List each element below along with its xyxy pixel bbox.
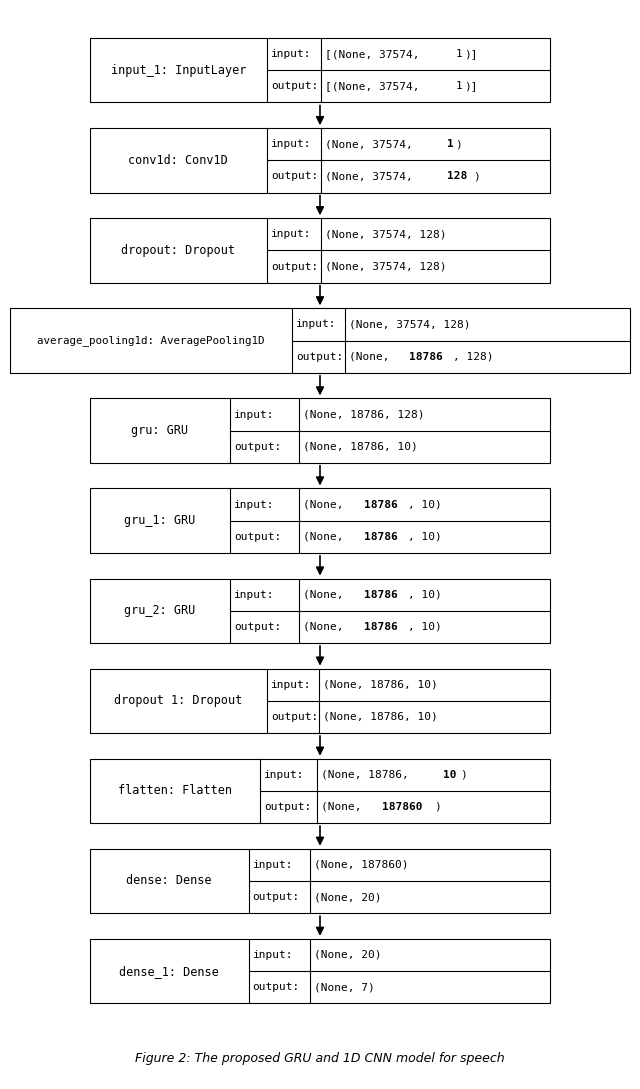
Text: (None,: (None,: [303, 531, 350, 541]
Text: output:: output:: [234, 442, 282, 452]
Text: (None, 37574,: (None, 37574,: [325, 139, 419, 149]
Text: 187860: 187860: [381, 802, 422, 812]
Text: 18786: 18786: [364, 622, 397, 632]
Text: input:: input:: [271, 680, 312, 689]
Text: , 10): , 10): [408, 531, 441, 541]
Text: input:: input:: [271, 49, 312, 59]
Text: input:: input:: [296, 319, 337, 330]
Text: dropout: Dropout: dropout: Dropout: [122, 244, 236, 257]
Bar: [90, 848, 550, 914]
Text: output:: output:: [271, 82, 318, 91]
Text: input:: input:: [234, 409, 275, 419]
Text: ): ): [460, 770, 467, 780]
Text: 18786: 18786: [410, 352, 444, 362]
Bar: [90, 939, 550, 1003]
Bar: [90, 129, 550, 193]
Text: (None, 18786, 128): (None, 18786, 128): [303, 409, 424, 419]
Text: (None, 187860): (None, 187860): [314, 860, 409, 870]
Text: gru: GRU: gru: GRU: [131, 424, 188, 437]
Text: output:: output:: [271, 171, 318, 182]
Text: output:: output:: [253, 982, 300, 992]
Text: (None, 7): (None, 7): [314, 982, 375, 992]
Text: input:: input:: [271, 230, 312, 240]
Text: , 128): , 128): [453, 352, 493, 362]
Text: (None,: (None,: [321, 802, 368, 812]
Text: , 10): , 10): [408, 500, 441, 510]
Text: 10: 10: [443, 770, 456, 780]
Text: gru_2: GRU: gru_2: GRU: [124, 604, 195, 617]
Text: ): ): [473, 171, 479, 182]
Text: 18786: 18786: [364, 500, 397, 510]
Text: (None,: (None,: [303, 589, 350, 600]
Text: input:: input:: [264, 770, 305, 780]
Bar: [90, 669, 550, 733]
Text: (None, 18786, 10): (None, 18786, 10): [323, 712, 438, 722]
Text: 1: 1: [447, 139, 454, 149]
Bar: [90, 578, 550, 643]
Text: (None, 20): (None, 20): [314, 950, 382, 960]
Text: (None, 37574, 128): (None, 37574, 128): [325, 230, 446, 240]
Text: (None,: (None,: [303, 500, 350, 510]
Text: flatten: Flatten: flatten: Flatten: [118, 784, 232, 797]
Text: ): ): [434, 802, 441, 812]
Text: Figure 2: The proposed GRU and 1D CNN model for speech: Figure 2: The proposed GRU and 1D CNN mo…: [135, 1052, 505, 1065]
Text: average_pooling1d: AveragePooling1D: average_pooling1d: AveragePooling1D: [37, 335, 264, 346]
Text: output:: output:: [234, 531, 282, 541]
Text: )]: )]: [464, 82, 477, 91]
Bar: [10, 308, 630, 372]
Text: (None, 37574, 128): (None, 37574, 128): [325, 261, 446, 271]
Text: [(None, 37574,: [(None, 37574,: [325, 49, 426, 59]
Text: dense_1: Dense: dense_1: Dense: [119, 965, 219, 978]
Text: output:: output:: [264, 802, 311, 812]
Text: dense: Dense: dense: Dense: [126, 874, 212, 888]
Text: conv1d: Conv1D: conv1d: Conv1D: [129, 154, 228, 167]
Text: input:: input:: [253, 860, 293, 870]
Text: (None, 37574, 128): (None, 37574, 128): [349, 319, 470, 330]
Text: 128: 128: [447, 171, 467, 182]
Bar: [90, 218, 550, 283]
Text: input_1: InputLayer: input_1: InputLayer: [111, 64, 246, 77]
Text: (None, 18786, 10): (None, 18786, 10): [323, 680, 438, 689]
Text: [(None, 37574,: [(None, 37574,: [325, 82, 426, 91]
Text: output:: output:: [253, 892, 300, 902]
Text: ): ): [456, 139, 462, 149]
Text: dropout 1: Dropout: dropout 1: Dropout: [114, 695, 243, 708]
Text: input:: input:: [234, 589, 275, 600]
Text: (None, 18786, 10): (None, 18786, 10): [303, 442, 418, 452]
Text: output:: output:: [271, 712, 318, 722]
Text: input:: input:: [234, 500, 275, 510]
Text: (None,: (None,: [303, 622, 350, 632]
Text: (None,: (None,: [349, 352, 396, 362]
Text: input:: input:: [253, 950, 293, 960]
Text: 18786: 18786: [364, 531, 397, 541]
Bar: [90, 759, 550, 823]
Text: , 10): , 10): [408, 622, 441, 632]
Text: )]: )]: [464, 49, 477, 59]
Text: 1: 1: [456, 82, 462, 91]
Bar: [90, 399, 550, 463]
Text: input:: input:: [271, 139, 312, 149]
Text: 1: 1: [456, 49, 462, 59]
Text: 18786: 18786: [364, 589, 397, 600]
Text: (None, 37574,: (None, 37574,: [325, 171, 419, 182]
Text: output:: output:: [234, 622, 282, 632]
Bar: [90, 489, 550, 553]
Text: gru_1: GRU: gru_1: GRU: [124, 514, 195, 527]
Text: output:: output:: [296, 352, 343, 362]
Text: , 10): , 10): [408, 589, 441, 600]
Text: output:: output:: [271, 261, 318, 271]
Text: (None, 20): (None, 20): [314, 892, 382, 902]
Text: (None, 18786,: (None, 18786,: [321, 770, 415, 780]
Bar: [90, 38, 550, 102]
